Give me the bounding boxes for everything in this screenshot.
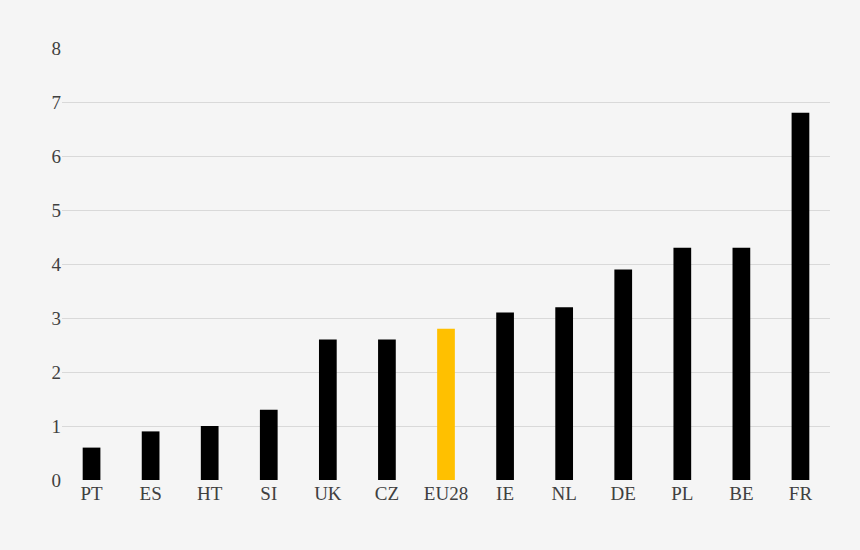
svg-text:5: 5 xyxy=(52,200,62,221)
svg-text:DE: DE xyxy=(611,483,636,504)
svg-text:FR: FR xyxy=(789,483,813,504)
svg-text:CZ: CZ xyxy=(375,483,399,504)
svg-text:BE: BE xyxy=(729,483,753,504)
svg-text:PL: PL xyxy=(671,483,693,504)
svg-text:SI: SI xyxy=(260,483,277,504)
svg-text:ES: ES xyxy=(140,483,162,504)
svg-text:HT: HT xyxy=(197,483,223,504)
svg-text:4: 4 xyxy=(52,254,62,275)
svg-text:7: 7 xyxy=(52,92,62,113)
svg-text:NL: NL xyxy=(551,483,576,504)
svg-text:IE: IE xyxy=(496,483,514,504)
svg-text:2: 2 xyxy=(52,362,62,383)
svg-text:3: 3 xyxy=(52,308,62,329)
svg-text:PT: PT xyxy=(80,483,103,504)
svg-text:UK: UK xyxy=(314,483,342,504)
svg-text:EU28: EU28 xyxy=(424,483,468,504)
svg-text:6: 6 xyxy=(52,146,62,167)
svg-text:0: 0 xyxy=(52,470,62,491)
svg-text:8: 8 xyxy=(52,38,62,59)
svg-text:1: 1 xyxy=(52,416,62,437)
